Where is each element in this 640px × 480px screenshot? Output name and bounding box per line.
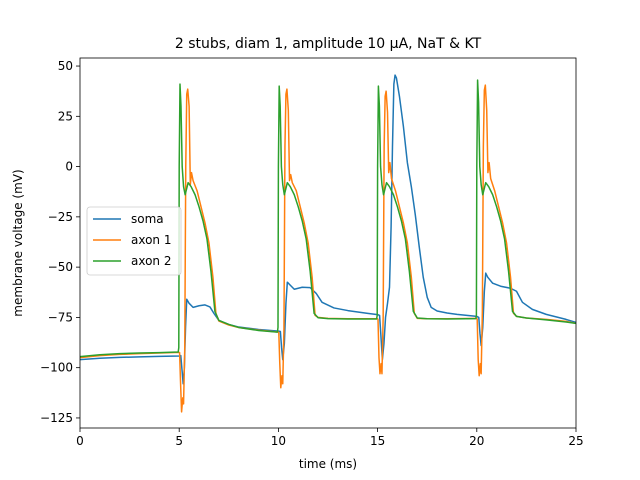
y-tick-label: −75 [48,310,73,324]
y-tick-label: 0 [65,160,73,174]
y-tick-label: 25 [58,109,73,123]
y-tick-label: 50 [58,59,73,73]
x-tick-label: 15 [370,434,385,448]
x-tick-label: 5 [175,434,183,448]
series-layer [80,74,576,413]
x-axis: 0 5 10 15 20 25 [76,428,584,448]
plot-frame [79,57,577,429]
chart-title: 2 stubs, diam 1, amplitude 10 µA, NaT & … [175,36,482,52]
legend-label-soma: soma [131,212,164,226]
legend-label-axon-2: axon 2 [131,254,171,268]
legend-box [86,206,182,276]
x-tick-label: 20 [469,434,484,448]
series-line-soma [80,74,576,385]
legend-label-axon-1: axon 1 [131,233,171,247]
y-tick-label: −25 [48,210,73,224]
x-tick-label: 0 [76,434,84,448]
x-tick-label: 25 [568,434,583,448]
y-tick-label: −50 [48,260,73,274]
x-tick-label: 10 [271,434,286,448]
y-tick-label: −125 [40,411,73,425]
legend: soma axon 1 axon 2 [86,206,182,276]
series-line-axon-2 [80,79,576,358]
x-axis-label: time (ms) [299,457,357,471]
y-axis: −125 −100 −75 −50 −25 0 25 50 [40,59,80,425]
y-axis-label: membrane voltage (mV) [11,169,25,316]
y-tick-label: −100 [40,361,73,375]
